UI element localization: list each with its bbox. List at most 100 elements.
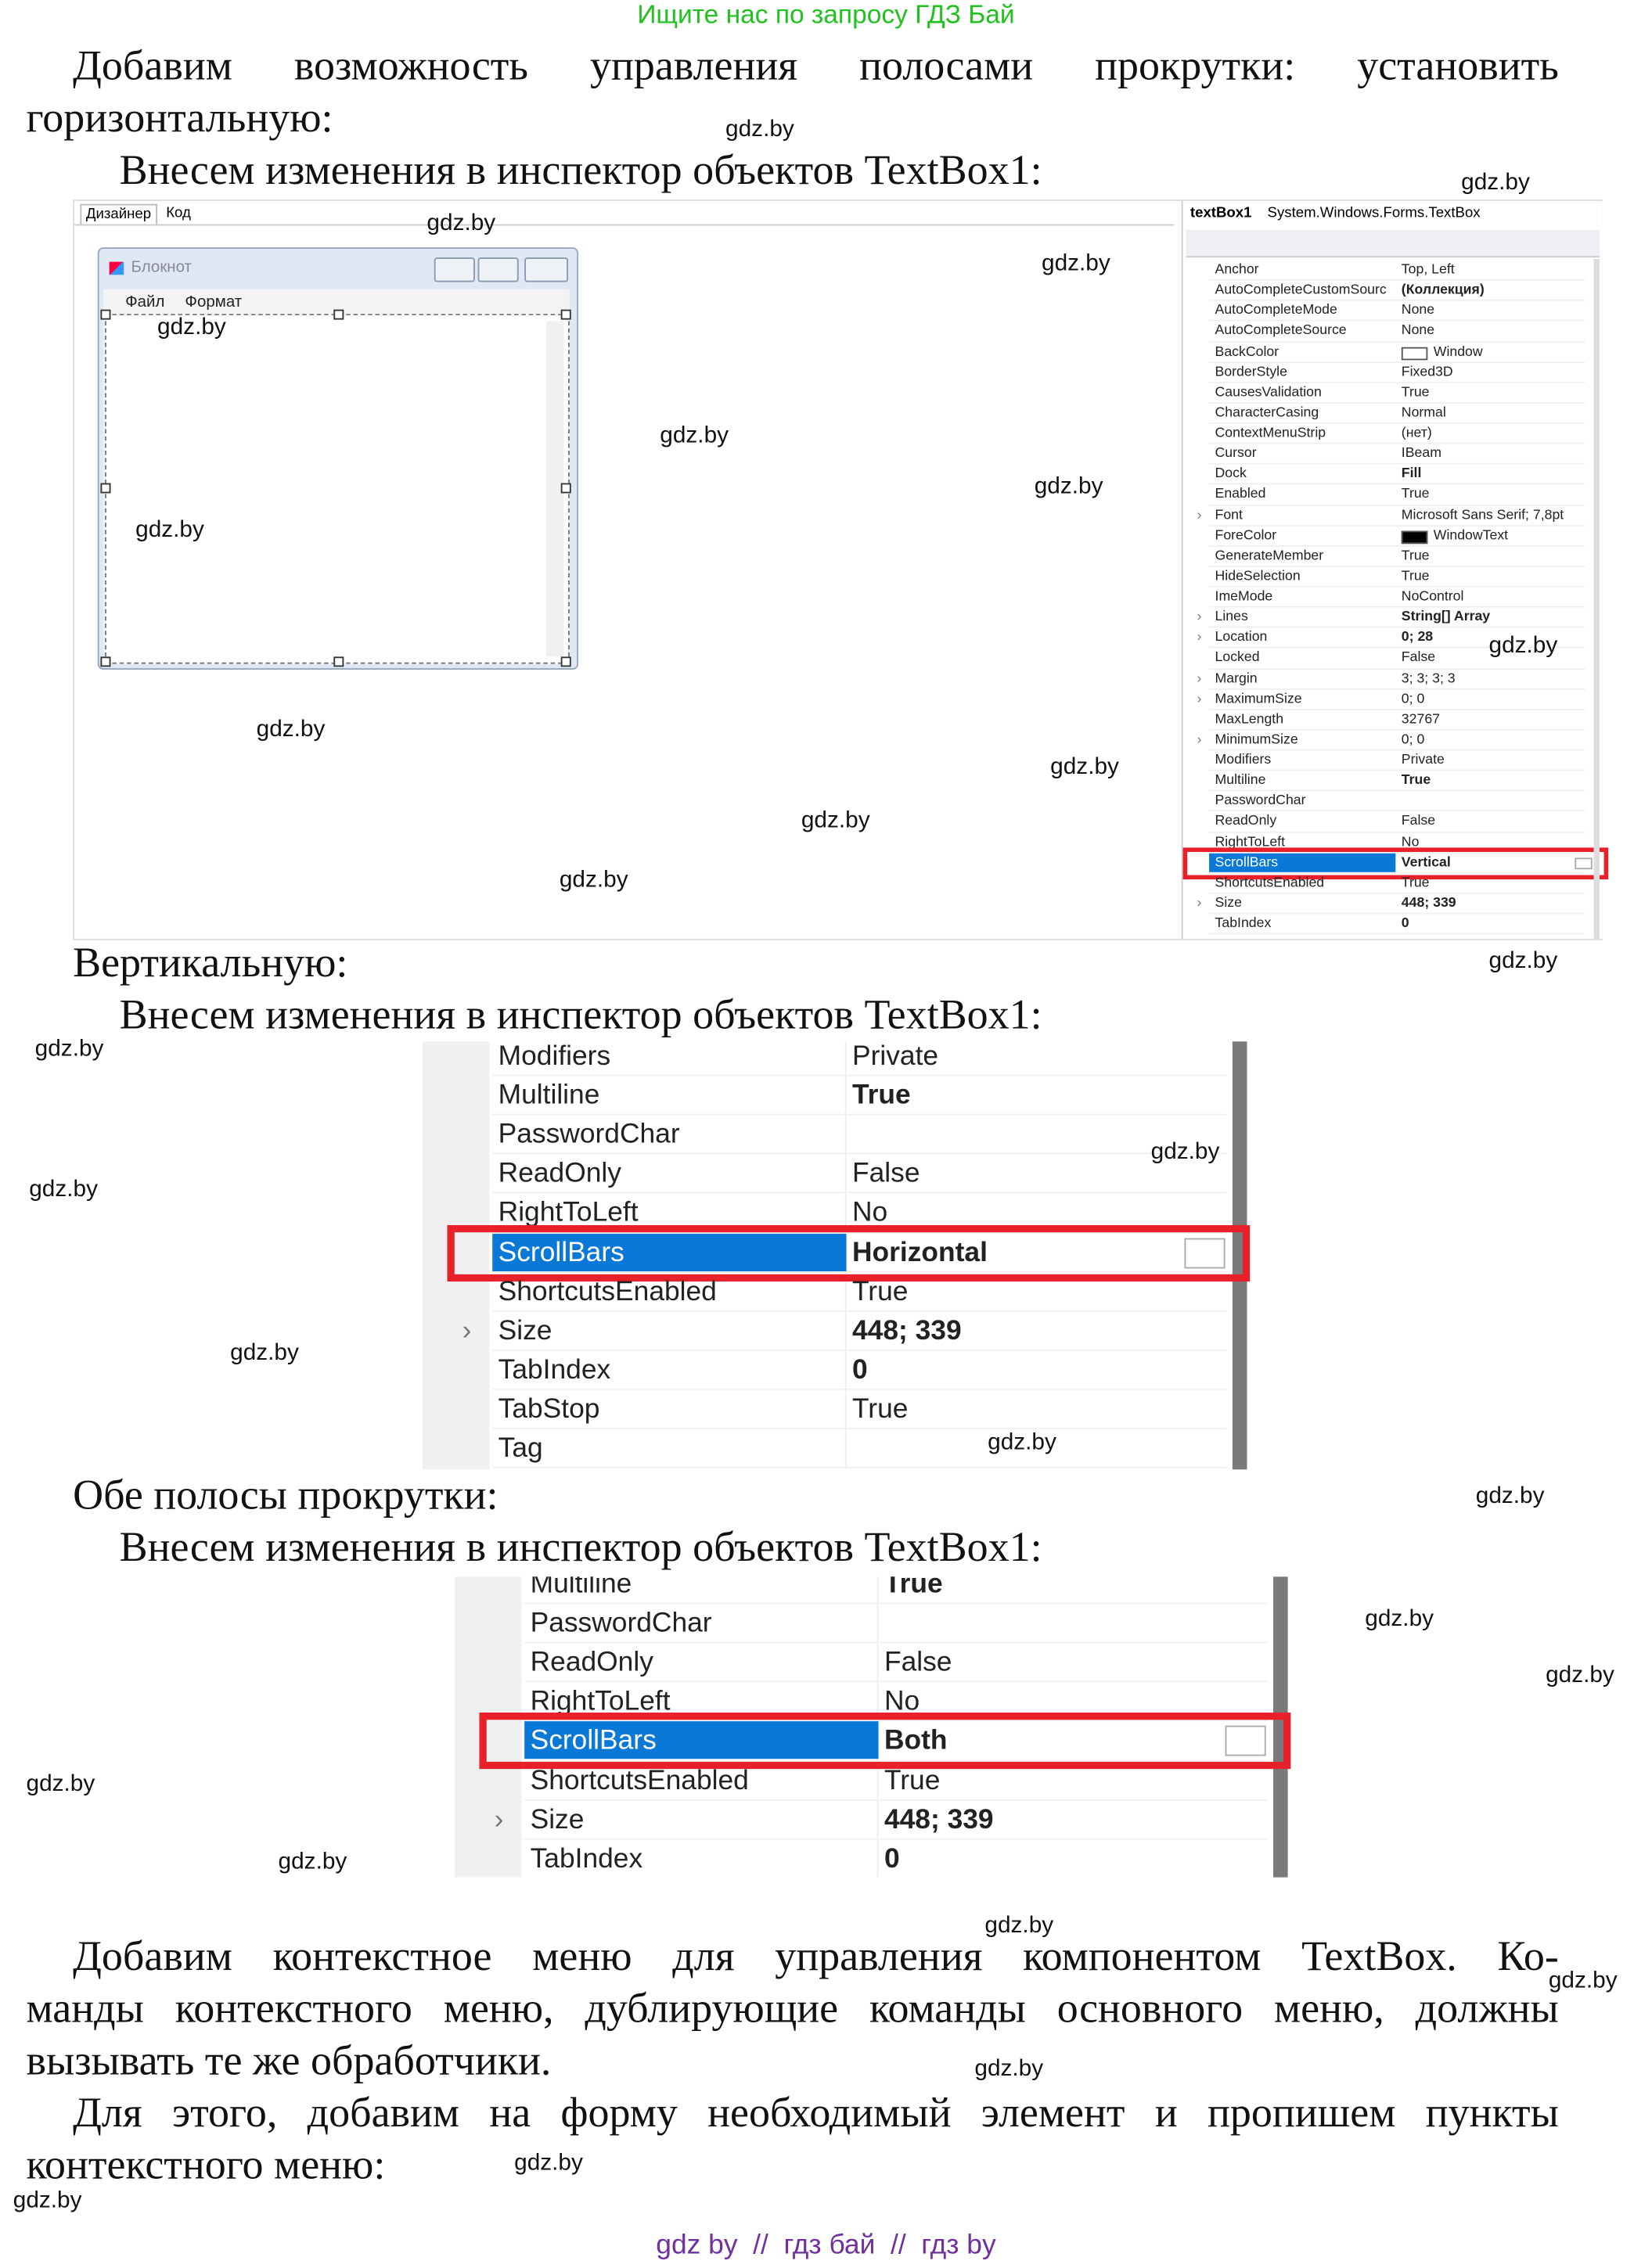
highlight-box bbox=[479, 1713, 1291, 1770]
expander: › bbox=[462, 1315, 472, 1346]
selected-row bbox=[492, 1233, 847, 1271]
row-line bbox=[492, 1074, 1227, 1076]
property-value: IBeam bbox=[1401, 445, 1441, 462]
row-line bbox=[492, 1113, 1227, 1116]
property-name: ImeMode bbox=[1215, 588, 1273, 605]
scrollbar bbox=[1232, 1041, 1247, 1470]
row-line bbox=[492, 1466, 1227, 1468]
watermark: gdz.by bbox=[1488, 948, 1558, 974]
property-name: ReadOnly bbox=[1215, 813, 1277, 830]
property-value: True bbox=[1401, 486, 1430, 503]
row-line bbox=[1209, 912, 1585, 915]
row-line bbox=[1209, 872, 1585, 874]
row-line bbox=[1209, 667, 1585, 670]
selected-row bbox=[1209, 853, 1396, 872]
property-name: Size bbox=[530, 1804, 585, 1835]
property-name: TabIndex bbox=[498, 1354, 611, 1386]
property-name: Size bbox=[1215, 895, 1242, 911]
property-value: (Коллекция) bbox=[1401, 282, 1485, 299]
paragraph-line: контекстного меню: bbox=[26, 2142, 386, 2189]
paragraph-line: манды контекстного меню, дублирующие ком… bbox=[26, 1986, 1559, 2033]
watermark: gdz.by bbox=[974, 2057, 1044, 2082]
property-value: No bbox=[852, 1198, 888, 1229]
watermark: gdz.by bbox=[1548, 1968, 1618, 1993]
row-line bbox=[492, 1271, 1227, 1273]
property-name: BorderStyle bbox=[1215, 364, 1287, 380]
screenshot: Multiline True PasswordChar ReadOnly False Ri… bbox=[454, 1576, 1294, 1878]
property-name: CausesValidation bbox=[1215, 384, 1322, 401]
watermark: gdz.by bbox=[725, 117, 794, 142]
property-name: Multiline bbox=[1215, 772, 1266, 789]
row-line bbox=[1209, 442, 1585, 444]
row-line bbox=[492, 1388, 1227, 1390]
property-value: None bbox=[1401, 322, 1435, 340]
dropdown bbox=[1575, 857, 1593, 869]
row-line bbox=[524, 1759, 1268, 1761]
row-line bbox=[1209, 647, 1585, 649]
paragraph-line: вызывать те же обработчики. bbox=[26, 2038, 552, 2085]
gutter bbox=[422, 1041, 490, 1470]
handle bbox=[100, 656, 111, 667]
property-value: True bbox=[1401, 772, 1431, 789]
textbox bbox=[105, 314, 570, 664]
property-name: PasswordChar bbox=[1215, 793, 1306, 809]
watermark: gdz.by bbox=[1475, 1483, 1545, 1509]
watermark: gdz.by bbox=[26, 1771, 95, 1797]
row-line bbox=[1209, 504, 1585, 506]
expander: › bbox=[1197, 670, 1202, 687]
property-value: Microsoft Sans Serif; 7,8pt bbox=[1401, 507, 1564, 523]
property-name: ShortcutsEnabled bbox=[1215, 875, 1325, 891]
property-name: RightToLeft bbox=[530, 1687, 671, 1718]
property-name: BackColor bbox=[1215, 343, 1279, 360]
scrollbar bbox=[546, 321, 564, 657]
property-name: AutoCompleteMode bbox=[1215, 302, 1337, 319]
highlight-box bbox=[1182, 846, 1609, 879]
row-line bbox=[1209, 851, 1585, 854]
property-name: AutoCompleteSource bbox=[1215, 322, 1347, 340]
row-line bbox=[1209, 545, 1585, 547]
row-line bbox=[1209, 933, 1585, 935]
expander: › bbox=[494, 1804, 504, 1835]
paragraph-line: Добавим возможность управления полосами … bbox=[73, 43, 1559, 90]
property-value: True bbox=[852, 1276, 909, 1307]
dropdown bbox=[1184, 1237, 1226, 1268]
row-line bbox=[1209, 708, 1585, 710]
row-line bbox=[1209, 892, 1585, 894]
property-name: Locked bbox=[1215, 649, 1260, 667]
watermark: gdz.by bbox=[984, 1914, 1054, 1939]
property-value: True bbox=[1401, 548, 1430, 564]
property-value: Private bbox=[1401, 752, 1445, 768]
watermark: gdz.by bbox=[426, 210, 496, 236]
heading: Вертикальную: bbox=[73, 940, 348, 987]
heading: Обе полосы прокрутки: bbox=[73, 1472, 498, 1519]
watermark: gdz.by bbox=[1042, 251, 1110, 277]
property-value: WindowText bbox=[1433, 527, 1509, 544]
inspector: textBox1 System.Windows.Forms.TextBox Anch… bbox=[1181, 200, 1609, 939]
property-name: AutoCompleteCustomSourc bbox=[1215, 282, 1387, 299]
property-value: 0 bbox=[884, 1843, 900, 1874]
property-value: False bbox=[1401, 813, 1436, 830]
row-line bbox=[492, 1231, 1227, 1234]
color-swatch bbox=[1401, 530, 1428, 544]
watermark: gdz.by bbox=[1150, 1139, 1220, 1165]
menu-item: Формат bbox=[185, 293, 243, 311]
row-line bbox=[1209, 627, 1585, 628]
watermark: gdz.by bbox=[1461, 171, 1530, 196]
row-line bbox=[1209, 361, 1585, 363]
property-name: MaximumSize bbox=[1215, 691, 1302, 707]
window-button bbox=[524, 257, 569, 282]
property-value: True bbox=[1401, 875, 1430, 891]
row-line bbox=[1209, 749, 1585, 751]
property-value: False bbox=[884, 1648, 952, 1679]
row-line bbox=[1209, 381, 1585, 383]
row-line bbox=[1209, 279, 1585, 281]
property-value: Normal bbox=[1401, 404, 1446, 421]
property-name: ReadOnly bbox=[530, 1648, 653, 1679]
watermark: gdz.by bbox=[1546, 1663, 1614, 1688]
property-value: Both bbox=[884, 1726, 948, 1757]
property-value: String[] Array bbox=[1401, 609, 1491, 625]
property-value: True bbox=[884, 1765, 941, 1796]
property-value: Top, Left bbox=[1401, 261, 1455, 278]
handle bbox=[560, 309, 571, 320]
watermark: gdz.by bbox=[1488, 633, 1558, 659]
